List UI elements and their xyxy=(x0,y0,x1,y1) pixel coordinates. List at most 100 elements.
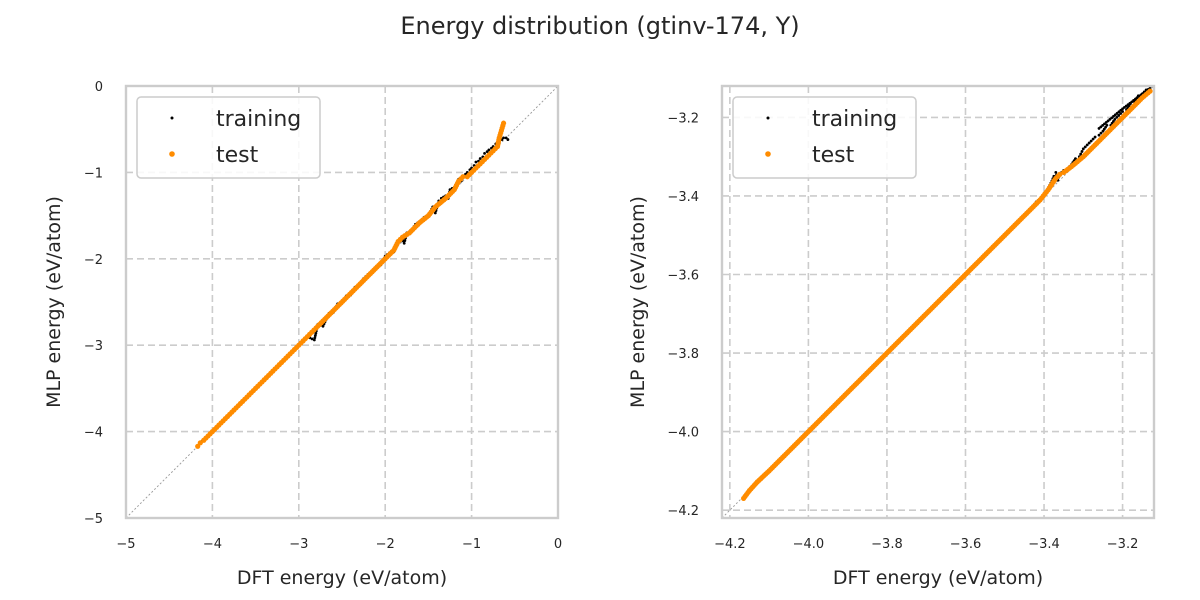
plot0-test-point xyxy=(496,137,502,143)
plot1-test-point xyxy=(1090,143,1097,150)
plot0-test-point xyxy=(341,296,348,303)
plot0-test-point xyxy=(224,413,231,420)
plot1-training-point xyxy=(1105,123,1109,127)
plot1-test-point xyxy=(1024,210,1030,216)
plot0-plot-area xyxy=(126,86,558,518)
plot1-test-point xyxy=(847,387,853,393)
plot1-training-point xyxy=(1091,137,1095,141)
plot1-test-point xyxy=(823,411,829,417)
plot0-test-point xyxy=(203,435,209,441)
plot1-test-point xyxy=(835,399,841,405)
plot1-training-point xyxy=(1085,143,1089,147)
plot0-test-point xyxy=(454,180,461,186)
plot0-test-point xyxy=(500,123,506,129)
plot0-test-point xyxy=(458,176,464,182)
plot0-test-point xyxy=(211,426,218,433)
plot0-test-point xyxy=(333,305,339,311)
left-scatter-plot: −5 −4 −3 −2 −1 0 −5 −4 −3 −2 −1 0 DFT energy (eV/ato… xyxy=(43,80,562,589)
plot1-test-point xyxy=(976,257,983,264)
plot0-test-point xyxy=(237,400,244,407)
plot1-test-point xyxy=(1145,90,1151,96)
plot0-test-point xyxy=(250,387,257,394)
plot1-legend: training test xyxy=(732,96,917,179)
plot0-test-point xyxy=(320,318,326,324)
plot0-test-point xyxy=(259,379,265,385)
plot0-test-point xyxy=(479,159,485,165)
plot0-test-point xyxy=(272,366,278,372)
plot1-test-point xyxy=(906,328,912,334)
plot0-test-point xyxy=(207,431,213,437)
plot1-test-point xyxy=(776,458,782,464)
plot1-test-point xyxy=(1114,120,1120,126)
plot1-test-point xyxy=(1102,132,1108,138)
plot0-training-point xyxy=(506,138,510,141)
plot0-test-point xyxy=(302,336,308,342)
plot0-x-tick-label: −3 xyxy=(289,537,308,552)
plot0-test-point xyxy=(294,344,300,350)
plot0-test-point xyxy=(263,375,269,381)
figure-title: Energy distribution (gtinv-174, Y) xyxy=(400,12,799,40)
plot0-legend-label-test: test xyxy=(216,143,259,168)
right-scatter-plot: −4.2 −4.0 −3.8 −3.6 −3.4 −3.2 −4.2 −4.0 −3.8 −3.6… xyxy=(627,84,1156,589)
plot0-test-series xyxy=(195,120,507,449)
plot0-test-point xyxy=(246,392,252,398)
plot0-test-point xyxy=(281,357,287,363)
plot0-test-point xyxy=(285,353,291,359)
plot1-x-tick-label: −4.2 xyxy=(714,537,746,552)
plot0-test-point xyxy=(268,370,274,376)
plot1-training-point xyxy=(1080,150,1084,153)
plot1-training-point xyxy=(1089,139,1093,143)
plot0-y-tick-label: −2 xyxy=(84,253,103,268)
plot0-x-tick-label: −5 xyxy=(116,537,135,552)
plot0-test-point xyxy=(484,154,490,160)
plot1-test-point xyxy=(894,340,900,346)
plot1-x-tick-label: −3.2 xyxy=(1107,537,1139,552)
plot0-legend: training test xyxy=(136,96,321,179)
plot1-legend-marker-training xyxy=(766,116,770,120)
plot0-test-point xyxy=(475,163,481,169)
plot1-test-point xyxy=(918,316,924,322)
plot0-training-point xyxy=(487,148,491,152)
plot0-test-point xyxy=(441,197,447,203)
plot1-test-point xyxy=(953,281,959,287)
plot1-test-point xyxy=(1035,198,1042,205)
plot0-test-point xyxy=(307,331,313,337)
plot0-test-point xyxy=(397,236,403,242)
plot0-legend-marker-training xyxy=(170,116,174,120)
plot1-training-point xyxy=(1117,114,1121,117)
plot1-test-point xyxy=(941,293,947,299)
plot0-x-tick-label: 0 xyxy=(554,537,562,552)
plot1-test-series xyxy=(741,88,1153,501)
plot0-y-axis-label: MLP energy (eV/atom) xyxy=(43,196,65,408)
plot1-training-point xyxy=(1123,105,1126,109)
plot1-legend-label-test: test xyxy=(812,143,855,168)
plot1-test-point xyxy=(800,434,806,440)
plot1-training-point xyxy=(1112,119,1115,123)
plot0-test-point xyxy=(216,422,222,428)
plot0-test-point xyxy=(367,270,374,277)
plot0-test-point xyxy=(255,383,261,389)
plot1-x-tick-label: −3.8 xyxy=(871,537,903,552)
plot1-test-point xyxy=(1055,173,1061,179)
plot1-test-point xyxy=(965,269,971,275)
plot0-test-point xyxy=(359,279,365,285)
plot1-test-point xyxy=(745,489,751,496)
plot1-training-point xyxy=(1102,127,1106,131)
plot1-training-point xyxy=(1081,147,1085,151)
plot0-y-tick-label: −3 xyxy=(84,339,103,354)
plot0-test-point xyxy=(404,231,410,237)
plot0-test-point xyxy=(298,340,304,346)
plot1-training-point xyxy=(1099,131,1103,135)
plot0-training-point xyxy=(502,136,505,140)
plot0-y-tick-label: −5 xyxy=(84,512,103,527)
plot0-x-tick-label: −4 xyxy=(203,537,222,552)
plot0-test-point xyxy=(242,396,248,402)
plot1-test-point xyxy=(929,305,935,311)
plot1-training-point xyxy=(1079,152,1083,156)
plot1-training-point xyxy=(1115,116,1119,119)
plot1-training-point xyxy=(1101,129,1105,133)
plot0-training-point xyxy=(402,241,406,245)
plot0-training-point xyxy=(321,324,325,328)
plot1-test-point xyxy=(870,363,877,370)
